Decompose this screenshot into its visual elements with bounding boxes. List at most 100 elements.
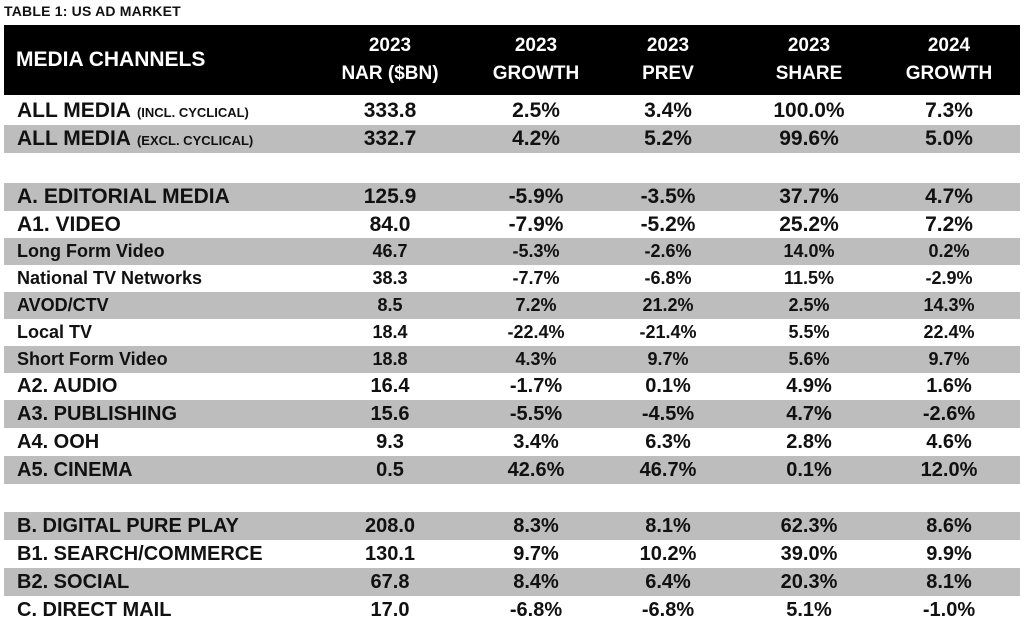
row-name: A5. CINEMA [17, 458, 133, 481]
row-label: A. EDITORIAL MEDIA [17, 185, 230, 209]
table-row: Long Form Video 46.7 -5.3% -2.6% 14.0% 0.2% [4, 238, 1020, 265]
cell-value: 9.7% [928, 349, 970, 369]
row-name: Short Form Video [17, 349, 168, 369]
cell-value: -7.7% [512, 268, 560, 288]
cell-value: 8.6% [926, 514, 972, 537]
table-row: A. EDITORIAL MEDIA 125.9 -5.9% -3.5% 37.7% 4.… [4, 183, 1020, 211]
row-label: A5. CINEMA [17, 459, 133, 482]
row-label: B. DIGITAL PURE PLAY [17, 515, 239, 538]
row-label: A3. PUBLISHING [17, 403, 177, 426]
cell-value: 2.5% [512, 99, 560, 122]
cell-value: -2.9% [925, 268, 973, 288]
header-year: 2023 [514, 35, 558, 56]
row-label: ALL MEDIA (EXCL. CYCLICAL) [17, 127, 253, 151]
header-label: PREV [642, 63, 694, 84]
row-name: National TV Networks [17, 268, 203, 288]
cell-value: 22.4% [923, 322, 975, 342]
cell-value: 5.2% [644, 127, 692, 150]
row-name: A. EDITORIAL MEDIA [17, 185, 230, 208]
header-label: GROWTH [905, 63, 993, 84]
cell-value: 125.9 [363, 185, 417, 208]
table-header: MEDIA CHANNELS 2023 NAR ($BN) 2023 GROWT… [4, 25, 1020, 95]
table-row: ALL MEDIA (INCL. CYCLICAL) 333.8 2.5% 3.4% 10… [4, 97, 1020, 125]
cell-value: 9.3 [376, 430, 404, 453]
cell-value: 4.6% [926, 430, 972, 453]
cell-value: 130.1 [364, 542, 416, 565]
table-row: ALL MEDIA (EXCL. CYCLICAL) 332.7 4.2% 5.2% 99… [4, 125, 1020, 153]
row-label: B1. SEARCH/COMMERCE [17, 543, 263, 566]
row-name: A3. PUBLISHING [17, 402, 178, 425]
cell-value: 332.7 [363, 127, 417, 150]
header-nar: 2023 NAR ($BN) [319, 25, 461, 95]
cell-value: 20.3% [780, 570, 838, 593]
cell-value: 3.4% [644, 99, 692, 122]
cell-value: 62.3% [780, 514, 838, 537]
cell-value: -7.9% [508, 212, 564, 236]
cell-value: -6.8% [641, 598, 695, 621]
table-row: B2. SOCIAL 67.8 8.4% 6.4% 20.3% 8.1% [4, 568, 1020, 596]
cell-value: 18.4 [372, 322, 408, 342]
table-row: C. DIRECT MAIL 17.0 -6.8% -6.8% 5.1% -1.0% [4, 596, 1020, 624]
cell-value: 67.8 [370, 570, 410, 593]
cell-value: 2.5% [788, 295, 830, 315]
table-row: A5. CINEMA 0.5 42.6% 46.7% 0.1% 12.0% [4, 456, 1020, 484]
cell-value: -4.5% [641, 402, 695, 425]
table-row: B. DIGITAL PURE PLAY 208.0 8.3% 8.1% 62.3% 8.… [4, 512, 1020, 540]
cell-value: 12.0% [920, 458, 978, 481]
row-label: Local TV [17, 322, 92, 343]
cell-value: 6.4% [645, 570, 691, 593]
row-label: National TV Networks [17, 268, 202, 289]
cell-value: -5.9% [508, 185, 564, 208]
header-year: 2023 [787, 35, 831, 56]
cell-value: 8.5 [377, 295, 403, 315]
cell-value: 9.9% [926, 542, 972, 565]
table-row: A2. AUDIO 16.4 -1.7% 0.1% 4.9% 1.6% [4, 373, 1020, 400]
cell-value: -5.3% [512, 241, 560, 261]
cell-value: 7.3% [925, 99, 973, 122]
cell-value: 100.0% [773, 99, 845, 122]
header-label: SHARE [775, 63, 843, 84]
table-row: Short Form Video 18.8 4.3% 9.7% 5.6% 9.7% [4, 346, 1020, 373]
header-label: MEDIA CHANNELS [16, 48, 206, 71]
row-label: Long Form Video [17, 241, 165, 262]
cell-value: -5.2% [640, 212, 696, 236]
cell-value: 11.5% [783, 268, 835, 288]
cell-value: 4.2% [512, 127, 560, 150]
cell-value: 39.0% [780, 542, 838, 565]
cell-value: 208.0 [364, 514, 416, 537]
row-label: AVOD/CTV [17, 295, 109, 316]
table-row: Local TV 18.4 -22.4% -21.4% 5.5% 22.4% [4, 319, 1020, 346]
row-name: B2. SOCIAL [17, 570, 130, 593]
table-row: AVOD/CTV 8.5 7.2% 21.2% 2.5% 14.3% [4, 292, 1020, 319]
row-note: (INCL. CYCLICAL) [136, 105, 249, 120]
header-growth-2023: 2023 GROWTH [466, 25, 606, 95]
cell-value: -1.0% [922, 598, 976, 621]
cell-value: -1.7% [509, 375, 563, 397]
cell-value: 4.7% [786, 402, 832, 425]
cell-value: 6.3% [645, 430, 691, 453]
cell-value: 4.9% [786, 375, 832, 397]
header-prev: 2023 PREV [608, 25, 728, 95]
header-share: 2023 SHARE [749, 25, 869, 95]
cell-value: 333.8 [363, 99, 417, 122]
row-name: AVOD/CTV [17, 295, 109, 315]
header-growth-2024: 2024 GROWTH [889, 25, 1009, 95]
row-label: C. DIRECT MAIL [17, 599, 171, 622]
cell-value: 4.3% [515, 349, 557, 369]
row-name: Long Form Video [17, 241, 165, 261]
cell-value: 7.2% [925, 212, 973, 236]
row-label: A4. OOH [17, 431, 99, 454]
cell-value: 5.5% [788, 322, 830, 342]
row-name: B1. SEARCH/COMMERCE [17, 542, 263, 565]
cell-value: 0.1% [645, 375, 691, 397]
cell-value: 0.5 [376, 458, 404, 481]
row-name: ALL MEDIA [17, 127, 131, 150]
cell-value: 46.7% [639, 458, 697, 481]
table-row: A3. PUBLISHING 15.6 -5.5% -4.5% 4.7% -2.6% [4, 400, 1020, 428]
cell-value: 84.0 [369, 212, 411, 236]
table-row: B1. SEARCH/COMMERCE 130.1 9.7% 10.2% 39.0% 9.… [4, 540, 1020, 568]
cell-value: 0.1% [786, 458, 832, 481]
row-name: C. DIRECT MAIL [17, 598, 172, 621]
row-name: A1. VIDEO [17, 212, 121, 236]
cell-value: 0.2% [928, 241, 970, 261]
